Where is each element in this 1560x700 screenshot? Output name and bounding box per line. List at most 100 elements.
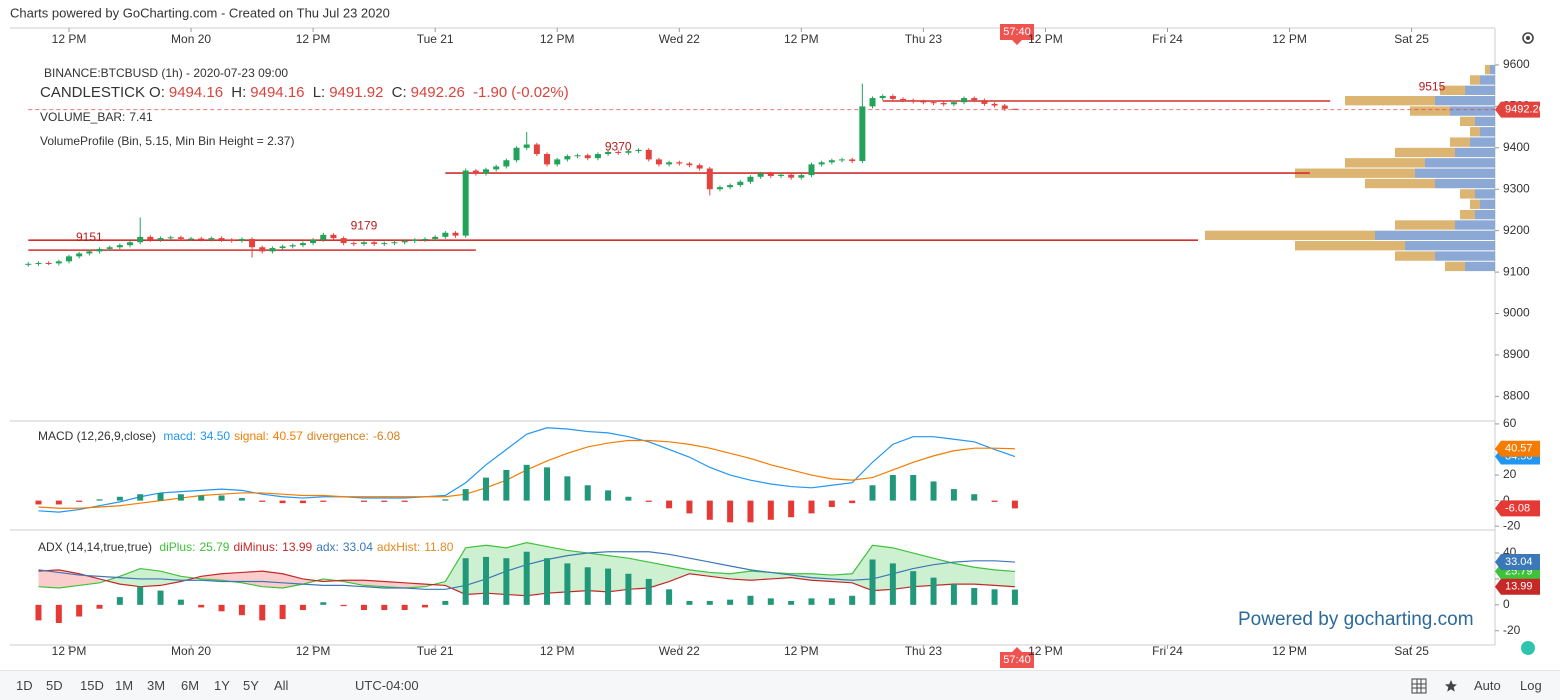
candle-body bbox=[747, 176, 754, 182]
range-button[interactable]: 5D bbox=[46, 678, 63, 693]
histogram-bar bbox=[401, 604, 408, 611]
indicator-line bbox=[38, 542, 1015, 589]
candle-body bbox=[259, 247, 266, 252]
range-button[interactable]: 1Y bbox=[214, 678, 230, 693]
histogram-bar bbox=[869, 559, 876, 605]
profile-buy bbox=[1395, 147, 1455, 158]
legend-name: divergence: bbox=[306, 429, 369, 443]
candle-body bbox=[411, 239, 418, 242]
histogram-bar bbox=[259, 604, 266, 621]
candle-body bbox=[106, 247, 113, 249]
candle-body bbox=[930, 102, 937, 104]
di-fill bbox=[648, 562, 670, 588]
candle-body bbox=[198, 238, 205, 240]
histogram-bar bbox=[218, 495, 225, 501]
candle-body bbox=[869, 98, 876, 107]
profile-sell bbox=[1490, 64, 1495, 75]
di-fill bbox=[506, 542, 527, 596]
profile-sell bbox=[1480, 75, 1495, 85]
scale-mode[interactable]: Log bbox=[1520, 678, 1542, 693]
di-fill bbox=[750, 571, 771, 581]
candle-body bbox=[279, 246, 286, 249]
timezone[interactable]: UTC-04:00 bbox=[355, 678, 419, 693]
di-fill bbox=[994, 569, 1015, 587]
histogram-bar bbox=[747, 595, 754, 605]
profile-legend: VolumeProfile (Bin, 5.15, Min Bin Height… bbox=[40, 134, 298, 148]
candle-body bbox=[462, 170, 469, 236]
range-button[interactable]: 1D bbox=[16, 678, 33, 693]
candle-body bbox=[635, 149, 642, 152]
candle-body bbox=[544, 154, 551, 165]
candle-body bbox=[900, 98, 907, 101]
indicator-line bbox=[38, 427, 1016, 513]
profile-sell bbox=[1475, 189, 1495, 199]
settings-icon[interactable] bbox=[1522, 32, 1534, 44]
di-fill bbox=[445, 547, 466, 595]
candle-body bbox=[238, 238, 245, 241]
histogram-bar bbox=[645, 578, 652, 605]
histogram-bar bbox=[849, 500, 856, 504]
di-fill bbox=[974, 567, 995, 586]
candle-body bbox=[381, 243, 388, 245]
candle-body bbox=[777, 174, 784, 176]
settings-icon-hub bbox=[1526, 36, 1530, 40]
change: -1.90 bbox=[473, 84, 508, 101]
histogram-bar bbox=[706, 500, 713, 520]
candle-body bbox=[594, 154, 601, 159]
profile-buy bbox=[1295, 168, 1415, 178]
ohlc-label: C: bbox=[391, 84, 407, 101]
histogram-bar bbox=[442, 499, 449, 501]
di-fill bbox=[241, 571, 263, 587]
range-button[interactable]: 6M bbox=[181, 678, 200, 693]
y-tick-label: 8900 bbox=[1503, 347, 1530, 361]
di-fill bbox=[363, 580, 385, 587]
candle-body bbox=[371, 242, 378, 244]
countdown-tag bbox=[1000, 647, 1034, 668]
ohlc-legend: CANDLESTICK O: 9494.16 H: 9494.16 L: 9491.92… bbox=[40, 84, 573, 101]
histogram-bar bbox=[645, 500, 652, 502]
candle-body bbox=[35, 262, 42, 264]
histogram-bar bbox=[930, 481, 937, 501]
histogram-bar bbox=[869, 485, 876, 501]
range-button[interactable]: 15D bbox=[80, 678, 104, 693]
candle-body bbox=[137, 236, 144, 243]
y-tick-label: 20 bbox=[1503, 467, 1517, 481]
candle-body bbox=[289, 245, 296, 247]
candle-body bbox=[839, 159, 846, 161]
di-fill bbox=[567, 550, 588, 592]
histogram-bar bbox=[1011, 589, 1018, 605]
candle-body bbox=[676, 162, 683, 164]
range-button[interactable]: 5Y bbox=[243, 678, 259, 693]
range-button[interactable]: 3M bbox=[147, 678, 166, 693]
histogram-bar bbox=[218, 604, 225, 612]
profile-buy bbox=[1450, 137, 1470, 147]
y-tick-label: -20 bbox=[1503, 623, 1521, 637]
profile-sell bbox=[1465, 85, 1495, 96]
histogram-bar bbox=[96, 499, 103, 501]
legend-value: 33.04 bbox=[342, 540, 373, 554]
di-fill bbox=[221, 572, 242, 583]
ohlc-label: H: bbox=[231, 84, 247, 101]
legend-value: 25.79 bbox=[199, 540, 230, 554]
candle-body bbox=[666, 162, 673, 165]
candle-body bbox=[828, 160, 835, 163]
histogram-bar bbox=[198, 604, 205, 608]
settings-icon-ring bbox=[1522, 32, 1534, 44]
range-button[interactable]: 1M bbox=[115, 678, 134, 693]
profile-sell bbox=[1435, 251, 1495, 261]
histogram-bar bbox=[686, 600, 693, 605]
candle-body bbox=[645, 149, 652, 160]
countdown: 57:40 bbox=[1003, 26, 1031, 38]
ohlc-label: O: bbox=[149, 84, 165, 101]
grid-icon[interactable] bbox=[1411, 678, 1427, 694]
histogram-bar bbox=[177, 599, 184, 605]
histogram-bar bbox=[340, 604, 347, 607]
range-button[interactable]: All bbox=[274, 678, 289, 693]
star-icon[interactable] bbox=[1444, 679, 1458, 693]
scale-mode[interactable]: Auto bbox=[1474, 678, 1501, 693]
candle-body bbox=[299, 243, 306, 246]
histogram-bar bbox=[849, 595, 856, 605]
profile-sell bbox=[1455, 220, 1495, 230]
legend-value: 34.50 bbox=[200, 429, 231, 443]
histogram-bar bbox=[381, 500, 388, 502]
